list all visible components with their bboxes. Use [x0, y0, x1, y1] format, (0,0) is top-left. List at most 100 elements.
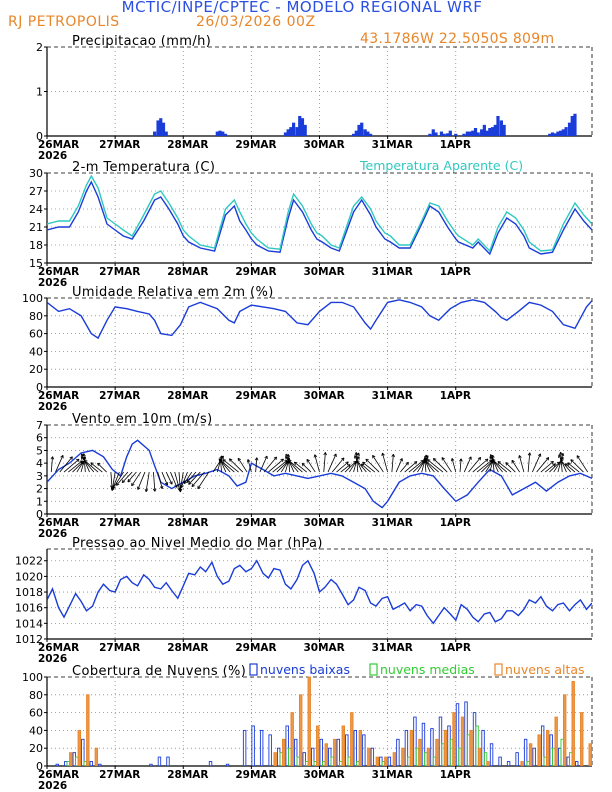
cloud-bar-2 — [333, 738, 337, 766]
wind-arrow-head — [484, 458, 489, 461]
wind-arrow-head — [169, 482, 173, 485]
wind-arrow — [353, 452, 360, 473]
cloud-bar-2 — [290, 712, 294, 766]
wind-arrow-head — [84, 460, 88, 462]
legend-swatch — [249, 663, 258, 676]
x-tick-label: 27MAR — [99, 517, 140, 529]
x-tick-label: 26MAR — [38, 769, 79, 781]
precip-bar — [548, 133, 552, 136]
y-tick-label: 100 — [22, 671, 43, 684]
cloud-bar-0 — [404, 729, 409, 766]
wind-arrow-head — [121, 479, 124, 483]
wind-arrow-head — [145, 489, 149, 493]
wind-arrow-head — [131, 484, 135, 487]
y-tick-label: 4 — [36, 457, 43, 470]
wind-arrow-head — [459, 458, 462, 462]
wind-arrow-head — [219, 458, 223, 461]
cloud-bar-0 — [225, 763, 230, 766]
wind-arrow — [527, 452, 531, 473]
precip-bar — [499, 120, 503, 136]
wind-arrow — [97, 462, 107, 473]
cloud-bar-2 — [307, 676, 311, 766]
cloud-bar-0 — [498, 756, 502, 766]
wind-arrow — [417, 455, 429, 473]
y-tick-label: 1 — [36, 495, 43, 508]
cloud-bar-0 — [540, 725, 545, 766]
wind-arrow — [83, 453, 86, 473]
wind-arrow-head — [325, 452, 327, 456]
panel-title: Pressao ao Nivel Medio do Mar (hPa) — [72, 536, 323, 551]
wind-arrow-head — [84, 460, 86, 464]
wind-arrow-head — [425, 454, 428, 459]
wind-arrow — [421, 454, 427, 473]
cloud-bar-2 — [435, 738, 439, 766]
x-tick-label: 1APR — [440, 139, 471, 151]
wind-arrow — [153, 472, 156, 492]
cloud-bar-2 — [367, 747, 371, 766]
precip-bar — [561, 129, 565, 136]
legend-swatch — [369, 663, 378, 676]
x-tick-label: 30MAR — [304, 139, 345, 151]
panel-precip: 0 1 2 26MAR 27MAR 28MAR 29MAR 30MAR 31MAR 1APR 202… — [36, 34, 593, 162]
wind-arrow-head — [346, 461, 349, 465]
wind-arrow — [157, 471, 163, 489]
cloud-bar-0 — [345, 734, 349, 766]
wind-arrow-head — [77, 459, 80, 463]
cloud-bar-0 — [421, 722, 426, 766]
precip-bar — [490, 127, 495, 136]
x-year-label: 2026 — [38, 653, 67, 665]
plot-area — [47, 174, 592, 256]
wind-arrow — [567, 462, 580, 473]
y-tick-label: 1014 — [15, 617, 43, 630]
wind-arrow-head — [179, 488, 183, 492]
wind-arrow-head — [479, 457, 482, 461]
wind-arrow-head — [256, 457, 259, 461]
x-tick-label: 29MAR — [235, 390, 276, 402]
cloud-bar-0 — [455, 703, 460, 766]
x-tick-label: 31MAR — [372, 642, 413, 654]
wind-arrow-head — [228, 458, 231, 462]
x-tick-label: 1APR — [440, 642, 471, 654]
series-line — [47, 180, 592, 256]
x-year-label: 2026 — [38, 150, 67, 162]
wind-arrow — [145, 471, 150, 492]
cloud-bar-0 — [362, 734, 366, 766]
wind-arrow-head — [424, 459, 428, 461]
cloud-bar-0 — [387, 756, 392, 766]
x-tick-label: 28MAR — [167, 266, 208, 278]
y-tick-label: 1012 — [15, 633, 43, 646]
panel-title: Cobertura de Nuvens (%) — [72, 664, 246, 679]
panel-cloud: 0 20 40 60 80 100 26MAR 27MAR 28MAR 29MAR 30MAR 31M… — [22, 662, 593, 792]
wind-arrow-head — [353, 460, 357, 463]
precip-bar — [434, 132, 438, 136]
wind-arrow-head — [122, 481, 126, 483]
precip-bar — [289, 127, 293, 136]
wind-arrow-head — [518, 455, 520, 459]
x-year-label: 2026 — [38, 780, 67, 792]
wind-arrow-head — [556, 461, 560, 464]
wind-arrow-head — [393, 454, 395, 458]
wind-arrow — [294, 461, 307, 473]
cloud-bar-1 — [483, 752, 488, 766]
wind-arrow-head — [358, 452, 360, 456]
wind-arrow — [544, 463, 556, 473]
wind-arrow — [400, 462, 409, 473]
y-tick-label: 60 — [29, 707, 43, 720]
x-tick-label: 1APR — [440, 769, 471, 781]
wind-arrow — [59, 456, 73, 473]
wind-arrow — [287, 454, 291, 473]
wind-arrow-head — [552, 463, 556, 465]
wind-arrow — [497, 461, 512, 473]
cloud-bar-0 — [413, 716, 417, 766]
legend-swatch — [494, 663, 503, 676]
wind-arrow-head — [237, 457, 241, 460]
wind-arrow-head — [497, 461, 500, 465]
cloud-bar-2 — [358, 729, 363, 766]
wind-arrow-head — [188, 481, 190, 485]
x-year-label: 2026 — [38, 401, 67, 413]
cloud-bar-2 — [426, 747, 431, 766]
precip-bar — [292, 122, 296, 136]
series-line — [47, 439, 592, 509]
wind-arrow-head — [116, 483, 120, 486]
wind-arrow — [395, 458, 403, 473]
